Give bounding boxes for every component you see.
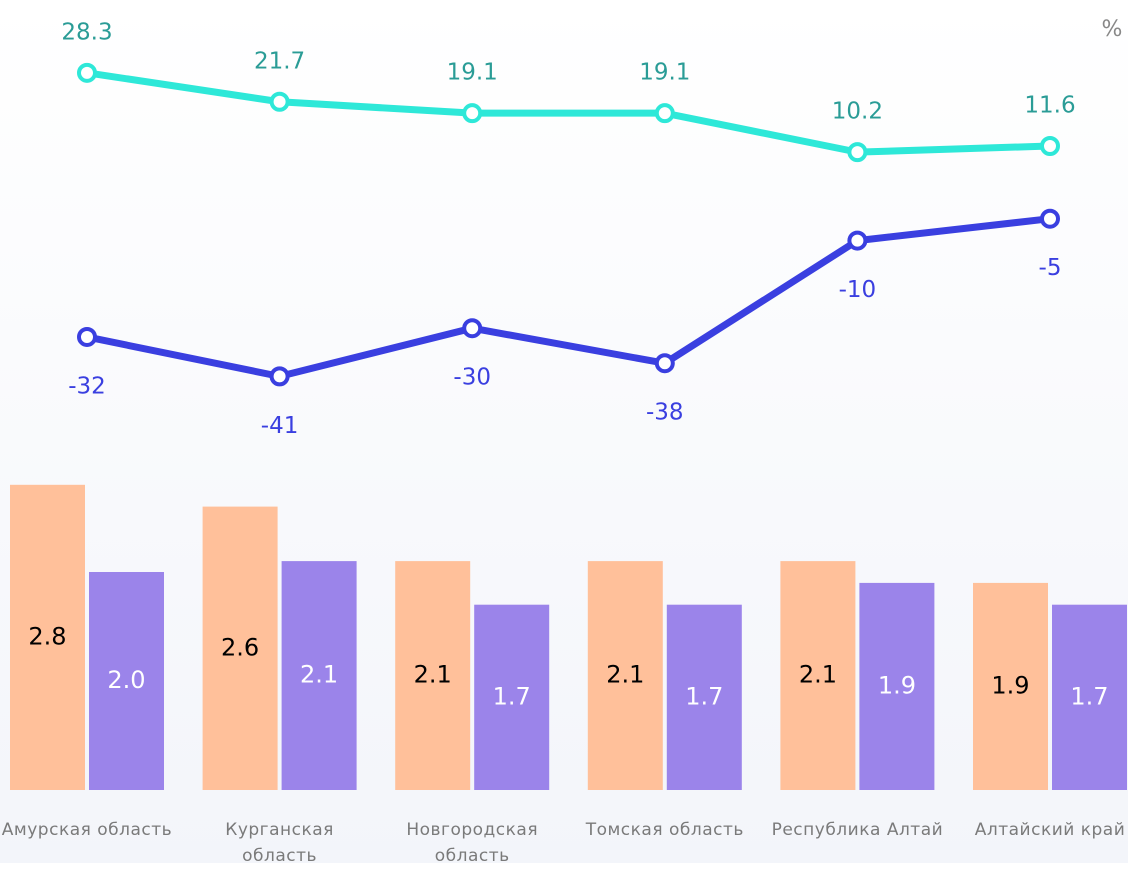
value-label: 2.1 xyxy=(606,661,644,689)
value-label: 2.8 xyxy=(28,622,66,650)
value-label: 1.9 xyxy=(878,671,916,699)
point xyxy=(654,103,675,124)
value-label: 19.1 xyxy=(639,60,690,86)
value-label: 10.2 xyxy=(832,99,883,125)
value-label: 2.6 xyxy=(221,633,259,661)
bar xyxy=(10,484,85,790)
value-label: 1.7 xyxy=(685,682,723,710)
value-label: 2.1 xyxy=(300,661,338,689)
bar xyxy=(587,561,663,790)
line xyxy=(86,215,1051,380)
point xyxy=(77,326,97,347)
bar xyxy=(202,506,278,790)
value-label: -30 xyxy=(453,365,491,391)
point xyxy=(462,103,483,124)
value-label: 28.3 xyxy=(61,19,112,45)
value-label: -38 xyxy=(646,400,684,426)
category-label: Амурская область xyxy=(1,820,173,840)
point xyxy=(847,230,868,251)
category-label: Республика Алтай xyxy=(771,820,944,840)
value-label: 2.1 xyxy=(414,661,452,689)
bar xyxy=(973,582,1048,790)
bar xyxy=(666,604,742,790)
value-label: 19.1 xyxy=(447,60,498,86)
category-label: Алтайский край xyxy=(974,820,1126,840)
value-label: 11.6 xyxy=(1024,92,1075,118)
point xyxy=(1040,208,1060,229)
value-label: 1.9 xyxy=(991,671,1029,699)
value-label: 1.7 xyxy=(493,682,531,710)
value-label: -10 xyxy=(839,277,877,303)
bar xyxy=(89,572,164,790)
value-label: -5 xyxy=(1039,255,1062,281)
point xyxy=(1040,135,1060,156)
value-label: 2.0 xyxy=(107,666,145,694)
bar xyxy=(395,561,471,790)
bar xyxy=(1052,604,1127,790)
unit-label: % xyxy=(1102,17,1123,42)
value-label: -32 xyxy=(68,373,106,399)
category-label: Курганская область xyxy=(225,820,334,866)
point xyxy=(269,366,290,387)
bar xyxy=(474,604,550,790)
category-label: Томская область xyxy=(585,820,744,840)
bar xyxy=(780,561,856,790)
value-label: 2.1 xyxy=(799,661,837,689)
point xyxy=(654,353,675,374)
value-label: -41 xyxy=(261,413,299,439)
category-label: Новгородская область xyxy=(406,820,539,866)
point xyxy=(847,142,868,163)
point xyxy=(269,91,290,112)
line xyxy=(86,69,1051,156)
bar xyxy=(859,582,935,790)
point xyxy=(77,62,97,83)
point xyxy=(462,318,483,339)
bar xyxy=(281,561,357,790)
value-label: 21.7 xyxy=(254,48,305,74)
value-label: 1.7 xyxy=(1070,682,1108,710)
